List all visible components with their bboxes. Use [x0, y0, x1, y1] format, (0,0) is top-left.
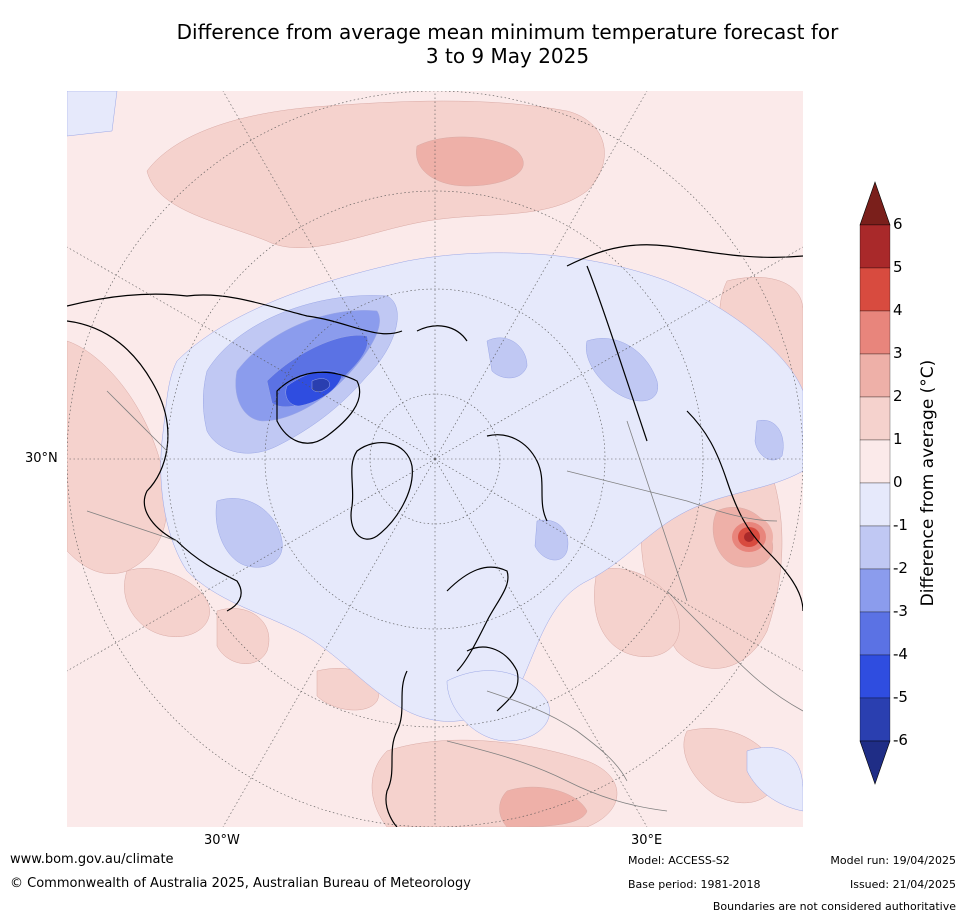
footer-website: www.bom.gov.au/climate	[10, 852, 174, 867]
country-borders	[86, 390, 803, 812]
colorbar-band	[859, 697, 891, 742]
colorbar-band	[859, 310, 891, 355]
colorbar-tick-label: -5	[893, 688, 908, 706]
title-line-1: Difference from average mean minimum tem…	[176, 20, 839, 44]
footer-copyright: © Commonwealth of Australia 2025, Austra…	[10, 876, 471, 891]
colorbar-tick-label: -2	[893, 559, 908, 577]
colorbar-title: Difference from average (°C)	[918, 359, 938, 607]
colorbar-tick-label: 2	[893, 387, 903, 405]
colorbar-band	[859, 396, 891, 441]
lon-label-30w: 30°W	[204, 833, 240, 848]
chart-title: Difference from average mean minimum tem…	[60, 20, 955, 68]
colorbar-extend-bottom	[859, 740, 891, 785]
footer-issued: Issued: 21/04/2025	[849, 878, 956, 891]
colorbar-tick-label: 4	[893, 301, 903, 319]
footer-disclaimer: Boundaries are not considered authoritat…	[712, 900, 956, 913]
colorbar-tick-label: 5	[893, 258, 903, 276]
colorbar-tick-label: -1	[893, 516, 908, 534]
title-line-2: 3 to 9 May 2025	[425, 44, 590, 68]
colorbar-band	[859, 439, 891, 484]
colorbar-tick-label: -6	[893, 731, 908, 749]
graticule	[67, 91, 803, 827]
colorbar-tick-label: 3	[893, 344, 903, 362]
colorbar-band	[859, 611, 891, 656]
colorbar-tick-label: 6	[893, 215, 903, 233]
colorbar-tick-label: 1	[893, 430, 903, 448]
colorbar-band	[859, 525, 891, 570]
coastlines	[67, 244, 803, 827]
colorbar-tick-label: -3	[893, 602, 908, 620]
colorbar-band	[859, 353, 891, 398]
cool-anomaly-regions	[67, 91, 803, 812]
colorbar-band	[859, 482, 891, 527]
colorbar-tick-label: 0	[893, 473, 903, 491]
colorbar-tick-label: -4	[893, 645, 908, 663]
colorbar-extend-top	[859, 181, 891, 226]
forecast-map	[67, 91, 803, 827]
lon-label-30e: 30°E	[631, 833, 663, 848]
colorbar-band	[859, 224, 891, 269]
colorbar-band	[859, 654, 891, 699]
footer-base-period: Base period: 1981-2018	[628, 878, 761, 891]
colorbar-band	[859, 568, 891, 613]
footer-model: Model: ACCESS-S2	[628, 854, 730, 867]
colorbar	[859, 181, 891, 785]
lat-label-30n: 30°N	[25, 451, 58, 466]
footer-model-run: Model run: 19/04/2025	[830, 854, 956, 867]
colorbar-band	[859, 267, 891, 312]
hot-spot-anomaly	[725, 515, 773, 559]
